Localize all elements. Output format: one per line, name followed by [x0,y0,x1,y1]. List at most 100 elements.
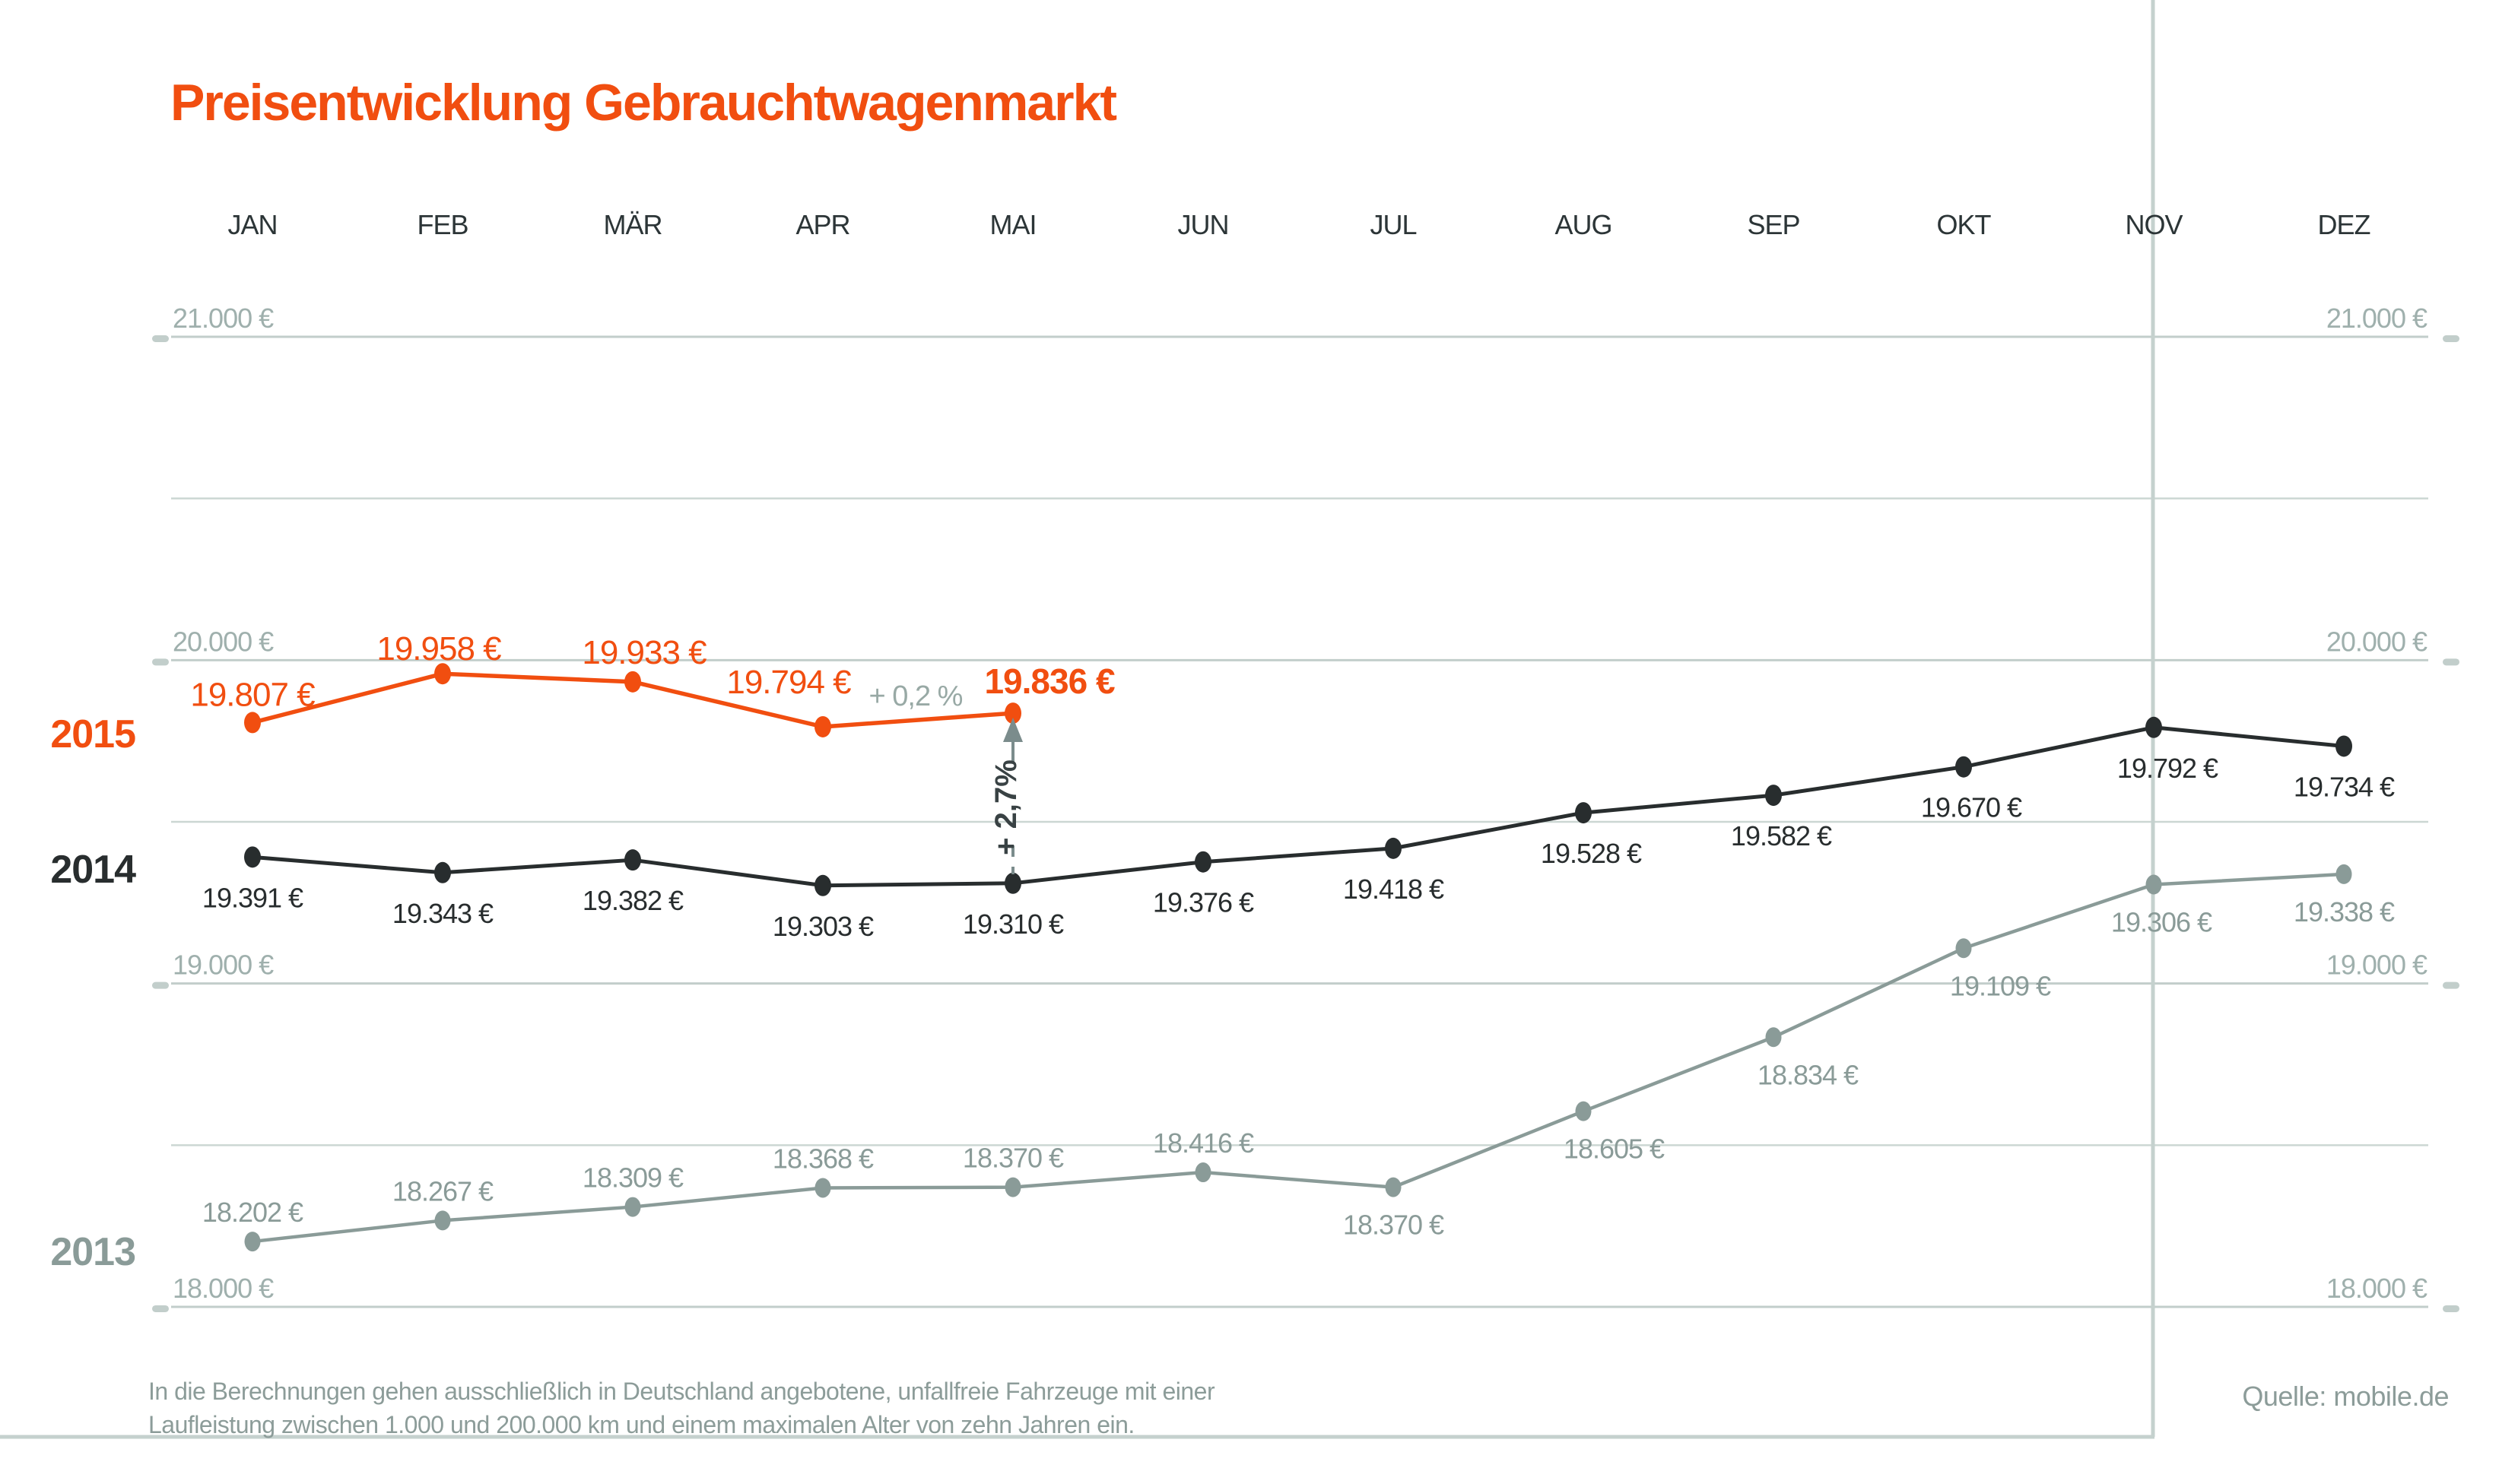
data-point-2013-JUN [1195,1162,1211,1183]
data-label-2013-MÄR: 18.309 € [583,1162,684,1194]
y-axis-label-right: 21.000 € [2326,303,2428,334]
month-label-SEP: SEP [1747,209,1799,240]
data-point-2014-JUN [1195,851,1211,873]
y-axis-label-right: 19.000 € [2326,950,2428,981]
data-label-2014-MAI: 19.310 € [963,908,1064,940]
month-label-APR: APR [795,209,849,240]
month-label-JAN: JAN [227,209,277,240]
month-label-OKT: OKT [1936,209,1991,240]
data-label-2014-OKT: 19.670 € [1921,792,2022,823]
data-label-2013-JAN: 18.202 € [202,1197,303,1228]
data-point-2014-MAI [1005,872,1021,894]
y-axis-tick-right [2443,1305,2459,1312]
month-label-AUG: AUG [1554,209,1611,240]
data-label-2015-JAN: 19.807 € [190,676,315,713]
data-point-2014-APR [814,874,831,896]
y-axis-tick-right [2443,335,2459,342]
annotation-yoy-change: + 2,7% [989,759,1023,855]
data-point-2013-MAI [1005,1177,1021,1197]
series-line-2014 [250,725,2346,888]
data-label-2015-MÄR: 19.933 € [582,634,707,671]
source-credit: Quelle: mobile.de [2242,1381,2449,1412]
series-year-label-2015: 2015 [50,712,135,756]
data-point-2013-AUG [1575,1101,1592,1121]
data-point-2013-JUL [1385,1177,1402,1197]
data-label-2014-FEB: 19.343 € [392,898,494,929]
data-label-2013-SEP: 18.834 € [1758,1059,1859,1090]
series-year-label-2014: 2014 [50,848,136,892]
month-label-JUL: JUL [1370,209,1416,240]
data-label-2013-DEZ: 19.338 € [2294,896,2395,928]
data-point-2014-DEZ [2335,735,2352,757]
data-label-2013-APR: 18.368 € [773,1143,874,1174]
arrow-head-icon [1003,718,1023,742]
data-point-2013-SEP [1765,1027,1782,1048]
data-label-2013-JUN: 18.416 € [1153,1127,1254,1159]
data-label-2014-JAN: 19.391 € [202,882,303,913]
data-point-2014-JAN [244,846,261,868]
data-label-2014-SEP: 19.582 € [1731,820,1832,851]
y-axis-tick-left [152,1305,169,1312]
data-point-2014-SEP [1765,785,1782,807]
data-point-2015-MAI [1005,702,1021,725]
annotation-mom-change: + 0,2 % [869,680,963,712]
y-axis-tick-right [2443,658,2459,666]
data-point-2014-MÄR [624,849,641,871]
data-point-2013-APR [814,1178,831,1198]
data-point-2014-AUG [1575,802,1592,824]
data-label-2013-AUG: 18.605 € [1564,1134,1665,1165]
month-label-MÄR: MÄR [604,209,662,240]
data-label-2014-AUG: 19.528 € [1541,838,1642,869]
y-axis-tick-left [152,658,169,666]
data-point-2014-FEB [434,861,451,883]
data-label-2015-FEB: 19.958 € [376,630,501,667]
y-axis-label-right: 20.000 € [2326,626,2428,657]
data-point-2013-MÄR [624,1197,641,1217]
month-label-FEB: FEB [417,209,468,240]
data-label-2014-DEZ: 19.734 € [2294,771,2395,802]
data-point-2015-JAN [244,712,261,734]
data-label-2014-JUL: 19.418 € [1343,874,1444,905]
data-label-2013-MAI: 18.370 € [963,1143,1064,1174]
data-point-2015-APR [814,715,831,737]
footnote-line2: Laufleistung zwischen 1.000 und 200.000 … [148,1411,1135,1438]
footnote-line1: In die Berechnungen gehen ausschließlich… [148,1378,1215,1405]
data-point-2014-OKT [1955,756,1972,778]
y-axis-label-right: 18.000 € [2326,1273,2428,1304]
data-point-2013-NOV [2145,874,2162,895]
data-label-2013-NOV: 19.306 € [2111,907,2212,938]
data-label-2013-FEB: 18.267 € [392,1175,494,1207]
month-label-DEZ: DEZ [2318,209,2370,240]
month-label-JUN: JUN [1178,209,1229,240]
month-label-MAI: MAI [989,209,1036,240]
y-axis-label-left: 19.000 € [173,950,274,981]
data-point-2013-OKT [1955,938,1972,959]
footnote: In die Berechnungen gehen ausschließlich… [148,1375,1215,1441]
data-label-2013-OKT: 19.109 € [1950,970,2051,1001]
data-label-2014-NOV: 19.792 € [2117,753,2218,784]
data-label-2014-JUN: 19.376 € [1153,887,1254,918]
data-point-2015-MÄR [624,671,641,693]
series-line-2013 [250,872,2346,1244]
series-year-label-2013: 2013 [50,1230,135,1274]
data-point-2013-FEB [434,1210,451,1231]
data-point-2015-FEB [434,663,451,685]
data-label-2014-MÄR: 19.382 € [583,885,684,916]
data-label-2015-MAI: 19.836 € [984,661,1114,701]
data-point-2014-NOV [2145,716,2162,738]
y-axis-tick-right [2443,981,2459,989]
data-point-2014-JUL [1385,837,1402,859]
y-axis-label-left: 20.000 € [173,626,274,657]
page-title: Preisentwicklung Gebrauchtwagenmarkt [170,74,1117,132]
y-axis-tick-left [152,335,169,342]
data-label-2014-APR: 19.303 € [773,911,874,942]
data-point-2013-JAN [244,1232,261,1252]
y-axis-label-left: 18.000 € [173,1273,274,1304]
month-label-NOV: NOV [2125,209,2183,240]
y-axis-label-left: 21.000 € [173,303,274,334]
data-label-2015-APR: 19.794 € [726,664,851,701]
y-axis-tick-left [152,981,169,989]
data-label-2013-JUL: 18.370 € [1343,1210,1444,1241]
